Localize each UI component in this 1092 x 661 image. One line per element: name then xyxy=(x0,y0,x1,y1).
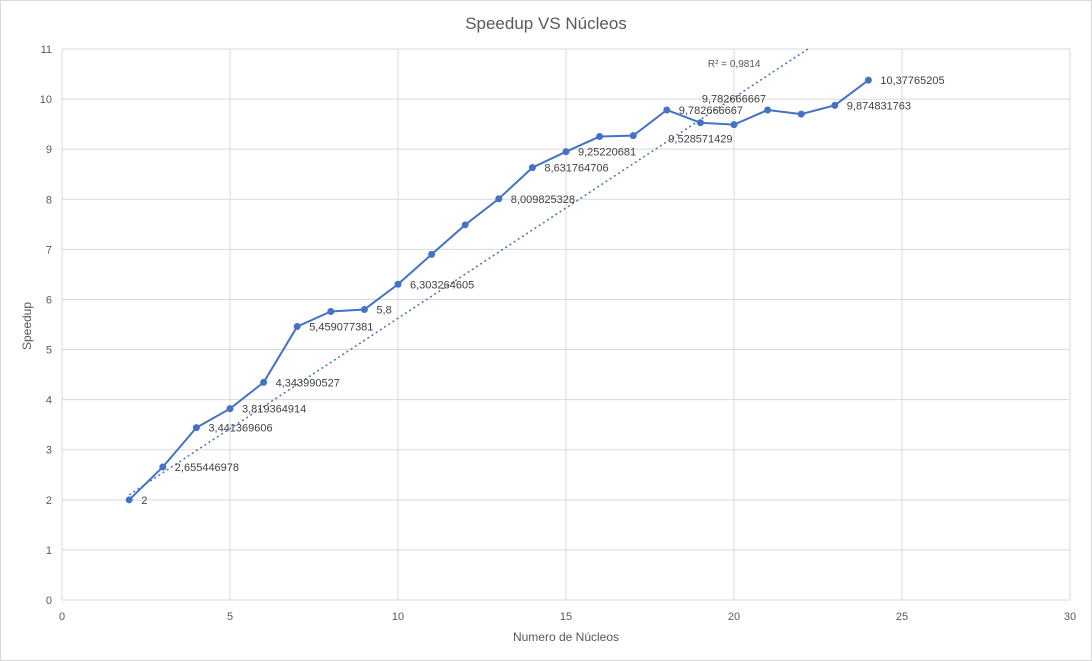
series-speedup xyxy=(125,76,872,504)
data-point xyxy=(327,307,335,315)
x-tick-label: 20 xyxy=(728,611,740,623)
data-point xyxy=(562,148,570,156)
data-label: 4,343990527 xyxy=(276,377,340,389)
data-label: 3,441369606 xyxy=(208,423,272,435)
data-label: 9,25220681 xyxy=(578,147,636,159)
y-tick-label: 4 xyxy=(46,395,52,407)
data-label: 8,009825328 xyxy=(511,194,575,206)
data-point xyxy=(260,378,268,386)
data-label: 6,303264605 xyxy=(410,279,474,291)
data-label: 9,528571429 xyxy=(668,134,732,146)
y-tick-label: 6 xyxy=(46,294,52,306)
y-tick-label: 8 xyxy=(46,194,52,206)
data-label: 2 xyxy=(141,495,147,507)
data-point xyxy=(293,323,301,331)
x-tick-label: 0 xyxy=(59,611,65,623)
data-point xyxy=(831,101,839,109)
x-tick-label: 15 xyxy=(560,611,572,623)
y-tick-label: 11 xyxy=(41,44,52,56)
r-squared-label: R² = 0,9814 xyxy=(708,59,761,70)
data-label: 10,37765205 xyxy=(880,75,944,87)
data-point xyxy=(461,221,469,229)
trendline: R² = 0,9814 xyxy=(128,48,809,496)
y-tick-label: 9 xyxy=(46,144,52,156)
y-axis-title: Speedup xyxy=(20,302,34,350)
x-tick-label: 5 xyxy=(227,611,233,623)
data-point xyxy=(528,164,536,172)
y-tick-label: 2 xyxy=(46,495,52,507)
data-point xyxy=(360,305,368,313)
data-label: 9,782666667 xyxy=(679,105,743,117)
data-labels: 2 2,655446978 3,441369606 3,819364914 4,3439… xyxy=(141,75,944,507)
data-point xyxy=(125,496,133,504)
gridlines xyxy=(61,48,1071,601)
data-point xyxy=(696,119,704,127)
series-line xyxy=(128,79,869,501)
x-tick-label: 30 xyxy=(1064,611,1076,623)
data-label: 2,655446978 xyxy=(175,462,239,474)
y-tick-label: 5 xyxy=(46,345,52,357)
data-point xyxy=(495,195,503,203)
data-point xyxy=(629,132,637,140)
y-tick-label: 1 xyxy=(46,545,52,557)
data-point xyxy=(159,463,167,471)
x-tick-label: 25 xyxy=(896,611,908,623)
data-label: 9,782666667 xyxy=(702,94,766,106)
y-tick-label: 3 xyxy=(46,445,52,457)
data-label: 5,8 xyxy=(376,304,391,316)
data-label: 8,631764706 xyxy=(544,163,608,175)
y-tick-label: 10 xyxy=(40,94,52,106)
trendline-path xyxy=(128,48,809,496)
data-point xyxy=(596,133,604,141)
data-point xyxy=(428,250,436,258)
data-point xyxy=(394,280,402,288)
y-tick-label: 7 xyxy=(46,244,52,256)
data-point xyxy=(663,106,671,114)
data-label: 3,819364914 xyxy=(242,404,306,416)
x-axis-ticks: 0 5 10 15 20 25 30 xyxy=(59,611,1076,623)
y-axis-ticks: 0 1 2 3 4 5 6 7 8 9 10 11 xyxy=(40,44,52,607)
y-tick-label: 0 xyxy=(46,595,52,607)
data-point xyxy=(797,110,805,118)
data-point xyxy=(192,424,200,432)
data-point xyxy=(730,121,738,129)
data-point xyxy=(226,405,234,413)
data-point xyxy=(864,76,872,84)
data-label: 5,459077381 xyxy=(309,322,373,334)
chart-title: Speedup VS Núcleos xyxy=(465,14,627,33)
data-point xyxy=(764,106,772,114)
x-tick-label: 10 xyxy=(392,611,404,623)
data-label: 9,874831763 xyxy=(847,100,911,112)
x-axis-title: Numero de Núcleos xyxy=(513,630,619,644)
